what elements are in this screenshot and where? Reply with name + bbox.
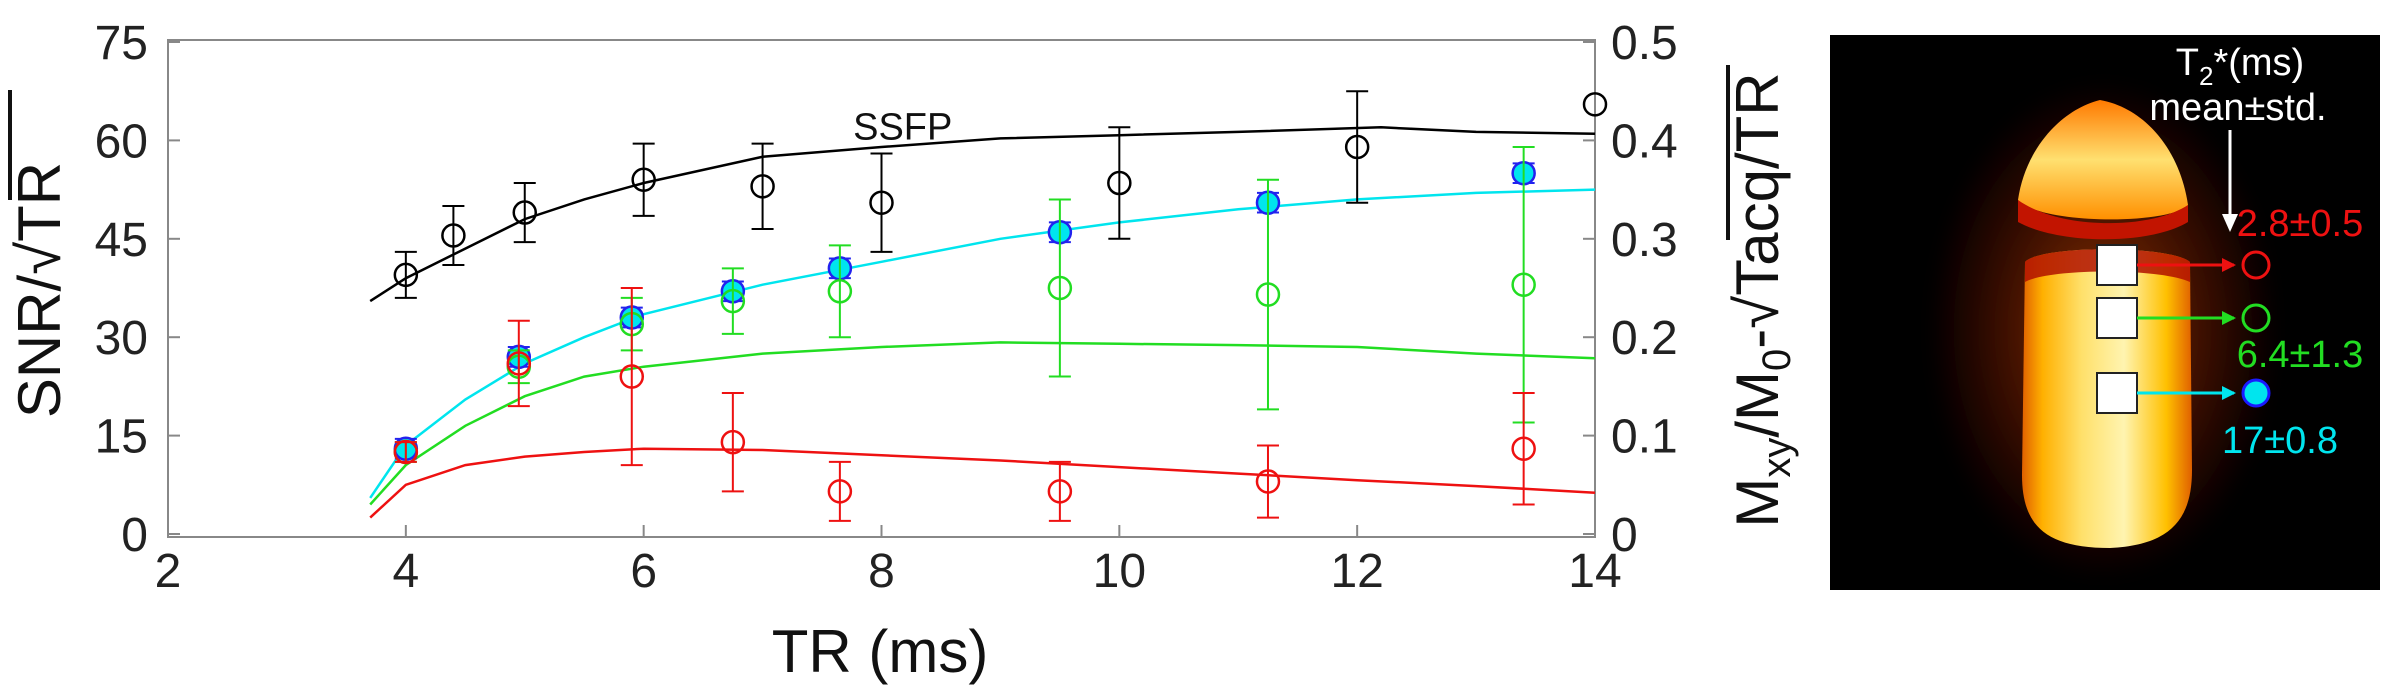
data-point (619, 287, 645, 467)
data-point (750, 142, 775, 230)
y-label-root-sign: √ (6, 242, 73, 275)
roi-box-cyan (2096, 372, 2138, 414)
data-point (869, 152, 894, 253)
y-right-tick-label: 0.5 (1611, 17, 1678, 70)
roi-marker-red (2241, 250, 2271, 280)
inset-subtitle: mean±std. (2149, 87, 2326, 129)
x-tick-label: 2 (155, 545, 182, 598)
y-right-tick-label: 0.1 (1611, 411, 1678, 464)
data-point (1107, 126, 1132, 240)
data-point (1582, 92, 1608, 117)
data-point (506, 319, 532, 408)
annotation-ssfp: SSFP (853, 106, 952, 148)
phantom-cap-band (2018, 200, 2188, 240)
x-tick-label: 6 (630, 545, 657, 598)
bottom-axis-ticks: 2 4 6 8 10 12 14 (155, 525, 1622, 598)
inset-pointer-arrow (2222, 130, 2238, 232)
left-axis-ticks: 0 15 30 45 60 75 (95, 17, 180, 562)
fit-curve-3 (369, 447, 1596, 519)
fit-curve-0 (369, 126, 1596, 303)
roi-box-red (2096, 244, 2138, 286)
inset-title-base: T (2176, 42, 2199, 84)
ylr-root: Tacq (1724, 169, 1791, 296)
svg-text:SNR/√TR: SNR/√TR (6, 162, 73, 418)
data-point (1344, 90, 1370, 204)
y-right-tick-label: 0 (1611, 509, 1638, 562)
y-tick-label: 45 (95, 214, 148, 267)
y-tick-label: 15 (95, 411, 148, 464)
svg-text:Mxy/M0-√Tacq/TR: Mxy/M0-√Tacq/TR (1724, 72, 1799, 527)
fit-curves (369, 126, 1596, 519)
inset-title-sub: 2 (2199, 61, 2213, 91)
roi-marker-cyan (2241, 378, 2271, 408)
ylr-mid: /M (1724, 371, 1791, 438)
data-point (512, 182, 537, 244)
ylr-sub: xy (1755, 438, 1799, 478)
x-tick-label: 8 (868, 545, 895, 598)
y-tick-label: 0 (121, 509, 148, 562)
mri-inset: 2.8±0.5 6.4±1.3 17±0.8 T2*(ms) mean±std. (1830, 35, 2380, 590)
data-point (1255, 444, 1281, 519)
roi-label-red: 2.8±0.5 (2237, 203, 2364, 245)
y-tick-label: 60 (95, 115, 148, 168)
data-point (441, 205, 466, 267)
ylr-suffix: /TR (1724, 72, 1791, 169)
data-point (720, 267, 746, 335)
data-point (393, 439, 419, 465)
data-point (1047, 198, 1073, 378)
roi-marker-green (2241, 303, 2271, 333)
x-axis-label: TR (ms) (772, 618, 989, 685)
data-point (720, 391, 746, 493)
y-right-tick-label: 0.2 (1611, 312, 1678, 365)
data-point (1511, 145, 1536, 424)
data-point (631, 142, 656, 217)
x-tick-label: 4 (392, 545, 419, 598)
y-right-tick-label: 0.3 (1611, 214, 1678, 267)
x-tick-label: 10 (1093, 545, 1146, 598)
y-label-root: TR (6, 162, 73, 242)
roi-label-cyan: 17±0.8 (2222, 420, 2338, 462)
y-tick-label: 30 (95, 312, 148, 365)
data-point (393, 250, 419, 299)
roi-label-green: 6.4±1.3 (2237, 334, 2364, 376)
phantom-cap (2018, 100, 2188, 220)
right-axis-ticks: 0 0.1 0.2 0.3 0.4 0.5 (1583, 17, 1678, 562)
roi-box-green (2096, 297, 2138, 339)
fit-curve-2 (369, 341, 1596, 506)
ylr-subzero: 0 (1755, 349, 1799, 371)
roi-arrow-cyan (2137, 386, 2236, 400)
fit-curve-1 (369, 188, 1596, 499)
inset-title: T2*(ms) (2176, 42, 2304, 91)
data-point (827, 460, 853, 522)
inset-title-rest: *(ms) (2213, 42, 2304, 84)
roi-arrow-red (2137, 258, 2236, 272)
y-tick-label: 75 (95, 17, 148, 70)
data-point (827, 244, 853, 339)
data-point (1255, 178, 1281, 411)
roi-arrow-green (2137, 311, 2236, 325)
y-label-prefix: SNR/ (6, 274, 73, 418)
ylr-dash: - (1724, 329, 1791, 349)
x-tick-label: 14 (1568, 545, 1621, 598)
data-point (1511, 391, 1536, 506)
data-points (393, 90, 1608, 522)
x-tick-label: 12 (1330, 545, 1383, 598)
y-axis-label: SNR/√TR (6, 90, 73, 418)
data-point (1047, 460, 1073, 522)
y-right-tick-label: 0.4 (1611, 115, 1678, 168)
y-axis-label-right: Mxy/M0-√Tacq/TR (1724, 65, 1799, 528)
